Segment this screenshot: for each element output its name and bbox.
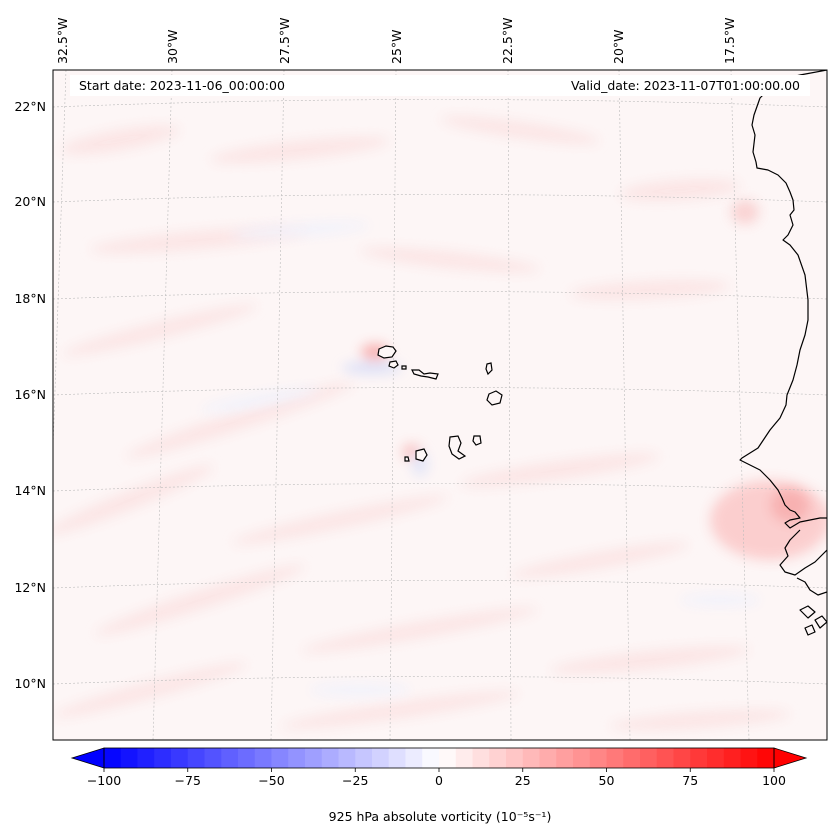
colorbar-segment xyxy=(120,748,139,768)
island-sal xyxy=(485,362,493,376)
colorbar-segment xyxy=(589,748,608,768)
gambia-senegal-coast xyxy=(779,529,827,576)
colorbar-segment xyxy=(305,748,323,768)
colorbar-tick-label: 50 xyxy=(599,773,615,788)
colorbar-segment xyxy=(573,748,591,768)
header-background xyxy=(70,75,810,96)
colorbar-tick-label: 25 xyxy=(515,773,531,788)
island-santa-luzia xyxy=(401,365,407,370)
lat-label: 14°N xyxy=(14,483,46,498)
colorbar-segments xyxy=(104,748,775,768)
island-brava xyxy=(404,456,410,462)
colorbar-segment xyxy=(221,748,239,768)
colorbar-segment xyxy=(154,748,172,768)
colorbar-segment xyxy=(556,748,574,768)
lon-label: 20°W xyxy=(611,29,626,64)
lon-label: 30°W xyxy=(165,29,180,64)
colorbar-segment xyxy=(539,748,557,768)
colorbar-ticks: −100 −75 −50 −25 0 25 50 75 100 xyxy=(87,768,786,788)
colorbar-label: 925 hPa absolute vorticity (10⁻⁵s⁻¹) xyxy=(329,809,552,824)
map-frame xyxy=(52,69,828,741)
lon-label: 17.5°W xyxy=(722,18,737,64)
valid-date-label: Valid_date: 2023-11-07T01:00:00.00 xyxy=(571,78,800,93)
lat-label: 18°N xyxy=(14,291,46,306)
island-fogo xyxy=(415,448,428,462)
colorbar-tick-label: −50 xyxy=(258,773,284,788)
colorbar-segment xyxy=(171,748,189,768)
island-sao-vicente xyxy=(388,360,399,369)
colorbar-segment xyxy=(723,748,742,768)
start-date-label: Start date: 2023-11-06_00:00:00 xyxy=(79,78,285,93)
colorbar-segment xyxy=(405,748,423,768)
cape-verde-islands xyxy=(377,345,503,462)
colorbar-segment xyxy=(104,748,122,768)
lon-label: 32.5°W xyxy=(55,18,70,64)
african-coastline xyxy=(739,70,827,529)
guinea-bissau-coast xyxy=(796,577,827,596)
colorbar-tick-label: 100 xyxy=(762,773,786,788)
lon-label: 25°W xyxy=(389,29,404,64)
lat-label: 12°N xyxy=(14,580,46,595)
lat-label: 16°N xyxy=(14,387,46,402)
longitude-labels: 32.5°W 30°W 27.5°W 25°W 22.5°W 20°W 17.5… xyxy=(55,18,737,64)
colorbar-extend-max xyxy=(773,747,808,769)
colorbar-segment xyxy=(472,748,490,768)
colorbar-segment xyxy=(338,748,356,768)
colorbar-segment xyxy=(271,748,289,768)
colorbar-segment xyxy=(740,748,758,768)
colorbar-segment xyxy=(288,748,306,768)
lon-label: 27.5°W xyxy=(277,18,292,64)
island-boa-vista xyxy=(486,390,503,406)
colorbar-tick-label: 0 xyxy=(435,773,443,788)
colorbar-segment xyxy=(238,748,256,768)
colorbar-segment xyxy=(439,748,457,768)
colorbar-segment xyxy=(422,748,440,768)
lat-label: 22°N xyxy=(14,99,46,114)
island-santo-antao xyxy=(377,345,397,359)
colorbar-segment xyxy=(455,748,474,768)
colorbar-tick-label: −100 xyxy=(87,773,121,788)
colorbar-segment xyxy=(757,748,775,768)
colorbar-segment xyxy=(355,748,373,768)
colorbar-segment xyxy=(489,748,507,768)
colorbar-segment xyxy=(204,748,222,768)
colorbar-tick-label: −75 xyxy=(175,773,201,788)
island-sao-nicolau xyxy=(411,369,439,380)
colorbar-segment xyxy=(137,748,155,768)
bijagos-islands xyxy=(799,605,827,636)
lat-label: 10°N xyxy=(14,676,46,691)
colorbar-segment xyxy=(187,748,206,768)
map-panel xyxy=(53,70,827,740)
colorbar-segment xyxy=(606,748,624,768)
colorbar-segment xyxy=(506,748,524,768)
colorbar-segment xyxy=(623,748,641,768)
colorbar-tick-label: −25 xyxy=(342,773,368,788)
colorbar-segment xyxy=(254,748,273,768)
lon-label: 22.5°W xyxy=(500,18,515,64)
colorbar-segment xyxy=(388,748,407,768)
island-maio xyxy=(472,435,482,446)
island-santiago xyxy=(448,435,467,460)
vorticity-field xyxy=(53,116,827,731)
colorbar: −100 −75 −50 −25 0 25 50 75 100 925 hPa absolute… xyxy=(70,747,808,824)
colorbar-extend-min xyxy=(70,747,105,769)
colorbar-tick-label: 75 xyxy=(682,773,698,788)
lat-label: 20°N xyxy=(14,194,46,209)
colorbar-segment xyxy=(707,748,725,768)
colorbar-segment xyxy=(690,748,708,768)
colorbar-segment xyxy=(522,748,541,768)
colorbar-segment xyxy=(321,748,340,768)
colorbar-segment xyxy=(656,748,675,768)
latitude-labels: 22°N 20°N 18°N 16°N 14°N 12°N 10°N xyxy=(14,99,46,691)
colorbar-segment xyxy=(673,748,691,768)
colorbar-segment xyxy=(372,748,390,768)
coastlines xyxy=(739,70,827,636)
colorbar-segment xyxy=(640,748,658,768)
